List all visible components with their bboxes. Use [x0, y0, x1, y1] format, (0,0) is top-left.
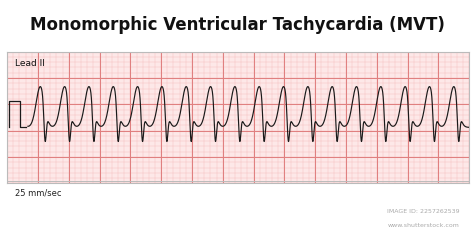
Text: 25 mm/sec: 25 mm/sec: [16, 188, 62, 197]
Text: Monomorphic Ventricular Tachycardia (MVT): Monomorphic Ventricular Tachycardia (MVT…: [29, 16, 445, 34]
Text: shutterstøck·: shutterstøck·: [14, 213, 93, 223]
Text: IMAGE ID: 2257262539: IMAGE ID: 2257262539: [387, 209, 460, 214]
Text: www.shutterstock.com: www.shutterstock.com: [388, 223, 460, 228]
Text: Lead II: Lead II: [16, 59, 46, 68]
